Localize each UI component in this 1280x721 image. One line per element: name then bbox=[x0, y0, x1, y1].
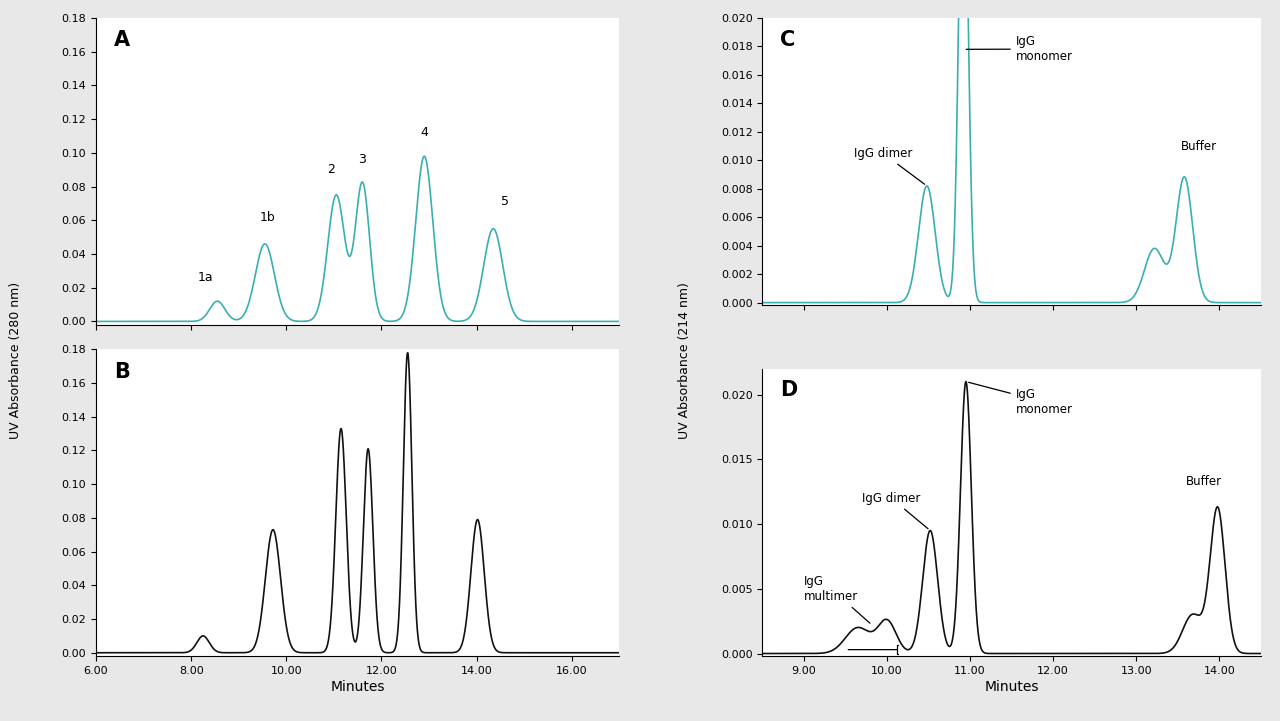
Text: IgG
multimer: IgG multimer bbox=[804, 575, 870, 623]
Text: 5: 5 bbox=[502, 195, 509, 208]
Text: IgG
monomer: IgG monomer bbox=[966, 35, 1073, 63]
Text: 2: 2 bbox=[328, 164, 335, 177]
Text: D: D bbox=[780, 380, 797, 400]
Text: 1a: 1a bbox=[197, 271, 214, 284]
Text: IgG
monomer: IgG monomer bbox=[969, 382, 1073, 416]
Text: 3: 3 bbox=[358, 154, 366, 167]
Text: 4: 4 bbox=[420, 126, 429, 139]
Text: IgG dimer: IgG dimer bbox=[861, 492, 928, 528]
Text: UV Absorbance (280 nm): UV Absorbance (280 nm) bbox=[9, 282, 22, 439]
Text: IgG dimer: IgG dimer bbox=[854, 146, 924, 185]
Text: UV Absorbance (214 nm): UV Absorbance (214 nm) bbox=[678, 282, 691, 439]
X-axis label: Minutes: Minutes bbox=[330, 680, 385, 694]
Text: C: C bbox=[780, 30, 795, 50]
Text: B: B bbox=[114, 362, 131, 381]
Text: Buffer: Buffer bbox=[1180, 140, 1216, 153]
Text: 1b: 1b bbox=[260, 211, 275, 224]
Text: A: A bbox=[114, 30, 131, 50]
X-axis label: Minutes: Minutes bbox=[984, 680, 1039, 694]
Text: Buffer: Buffer bbox=[1187, 475, 1222, 488]
